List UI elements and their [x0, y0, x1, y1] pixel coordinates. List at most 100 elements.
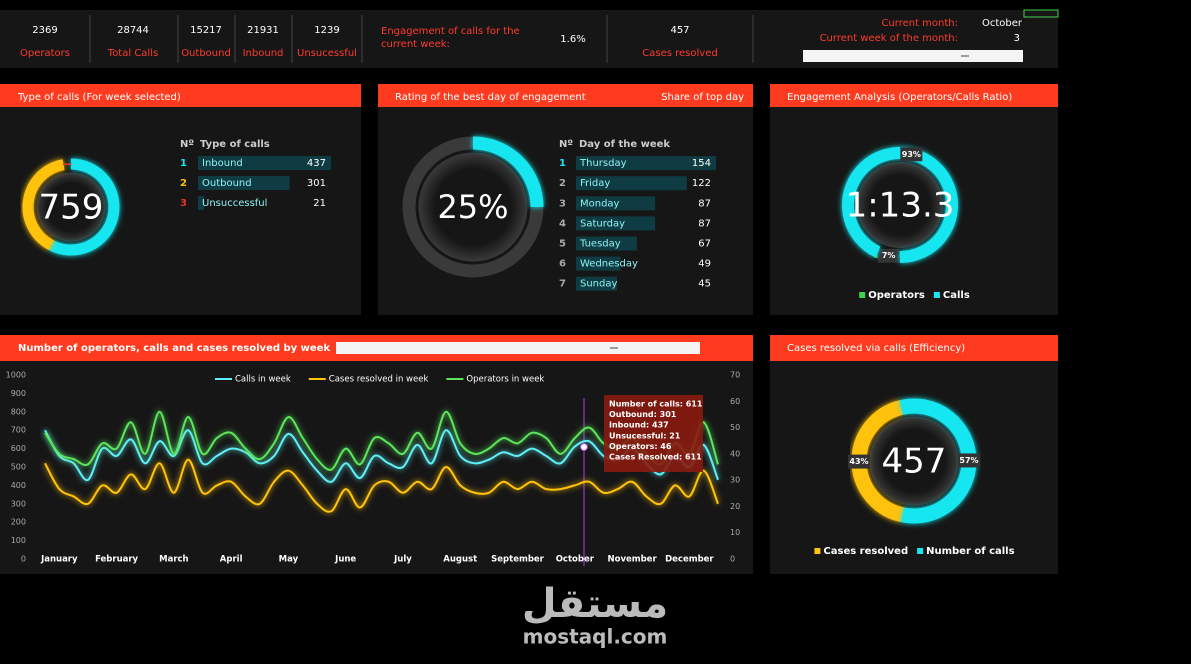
engagement-box: Engagement of calls for the current week… [381, 26, 520, 50]
legend-swatch [917, 548, 924, 554]
donut-center: 759 [39, 188, 104, 228]
row-label: Unsuccessful [202, 198, 267, 209]
legend-label: Operators [868, 290, 925, 301]
status-box [1023, 9, 1059, 18]
week-label: Current week of the month: [820, 33, 958, 44]
row-value: 122 [692, 178, 711, 189]
week-slider[interactable] [803, 50, 1023, 62]
panel-subtitle: Share of top day [661, 92, 744, 103]
row-bar [576, 276, 617, 291]
row-bar [198, 196, 205, 210]
kpi-value: 28744 [117, 25, 149, 36]
donut-arc [62, 158, 72, 171]
panel-title-bar [0, 84, 361, 107]
y2-tick-label: 60 [730, 397, 740, 406]
x-tick-label: September [491, 555, 545, 565]
kpi-label: Outbound [181, 48, 231, 59]
tooltip-line: Number of calls: 611 [609, 400, 703, 409]
watermark-arabic: مستقل [522, 581, 668, 627]
row-bar [576, 256, 621, 271]
kpi-label: Total Calls [107, 48, 158, 59]
kpi-value: 2369 [32, 25, 57, 36]
x-tick-label: May [279, 555, 299, 565]
row-value: 67 [698, 239, 711, 250]
kpi-value: 1239 [314, 25, 339, 36]
table-header: Nº [559, 139, 573, 150]
engagement-label: Engagement of calls for the current week… [381, 26, 520, 50]
row-value: 154 [692, 158, 711, 169]
row-index: 7 [559, 279, 566, 290]
y-tick-label: 300 [11, 499, 26, 508]
y-tick-label: 100 [11, 536, 26, 545]
row-index: 1 [559, 158, 566, 169]
y-tick-label: 500 [11, 463, 26, 472]
donut-disc [36, 172, 106, 242]
legend-label: Operators in week [466, 375, 544, 385]
y2-tick-label: 50 [730, 423, 740, 432]
row-value: 21 [313, 198, 326, 209]
value-label: 7% [882, 251, 896, 260]
panel-title: Rating of the best day of engagement [395, 92, 586, 103]
tooltip-line: Inbound: 437 [609, 421, 669, 430]
row-bar [576, 216, 656, 231]
row-index: 5 [559, 239, 566, 250]
y-tick-label: 200 [11, 518, 26, 527]
row-label: Outbound [202, 178, 252, 189]
panel-title-bar [378, 84, 753, 107]
value-label-bg [877, 248, 900, 263]
x-tick-label: November [607, 555, 657, 565]
y2-tick-label: 70 [730, 371, 740, 380]
watermark-latin: mostaql.com [523, 625, 668, 649]
row-value: 437 [307, 158, 326, 169]
legend-label: Calls in week [235, 375, 291, 385]
cases-label: Cases resolved [642, 48, 717, 59]
y-tick-label: 700 [11, 426, 26, 435]
table-header: Nº [180, 139, 194, 150]
row-index: 1 [180, 158, 187, 169]
tooltip-line: Unsucessful: 21 [609, 431, 681, 440]
legend-label: Number of calls [926, 546, 1014, 557]
x-tick-label: March [159, 555, 188, 565]
value-label: 57% [959, 456, 978, 465]
row-label: Friday [580, 178, 610, 189]
x-tick-label: December [665, 555, 714, 565]
donut-arc [48, 158, 120, 256]
row-bar [198, 176, 290, 190]
donut-disc [418, 152, 528, 262]
donut-arc [22, 159, 65, 251]
x-tick-label: August [443, 555, 477, 565]
x-tick-label: April [220, 555, 243, 565]
kpi-value: 21931 [247, 25, 279, 36]
y2-tick-label: 20 [730, 502, 740, 511]
week-range-slider[interactable] [336, 342, 700, 354]
tooltip-line: Cases Resolved: 611 [609, 453, 702, 462]
panel-title: Number of operators, calls and cases res… [18, 343, 330, 354]
x-tick-label: October [556, 555, 595, 565]
x-tick-label: January [40, 555, 78, 565]
row-index: 2 [180, 178, 187, 189]
table-header: Type of calls [200, 139, 270, 150]
donut-center: 25% [437, 188, 508, 226]
row-index: 3 [559, 198, 566, 209]
row-bar [576, 156, 716, 171]
series-line [44, 458, 719, 513]
engagement-value: 1.6% [560, 34, 585, 45]
row-label: Monday [580, 198, 620, 209]
row-label: Saturday [580, 218, 625, 229]
panel-title: Type of calls (For week selected) [17, 92, 181, 103]
value-label-bg [900, 147, 923, 162]
donut-center: 457 [882, 442, 947, 482]
tooltip-line: Outbound: 301 [609, 410, 677, 419]
legend-label: Cases resolved in week [329, 375, 429, 385]
row-value: 49 [698, 259, 711, 270]
value-label-bg [848, 454, 871, 469]
row-index: 2 [559, 178, 566, 189]
row-label: Inbound [202, 158, 243, 169]
value-label: 43% [849, 457, 868, 466]
y2-tick-label: 30 [730, 476, 740, 485]
panel-title-bar [770, 335, 1058, 361]
row-value: 301 [307, 178, 326, 189]
value-label: 93% [902, 150, 921, 159]
row-label: Tuesday [579, 239, 621, 250]
